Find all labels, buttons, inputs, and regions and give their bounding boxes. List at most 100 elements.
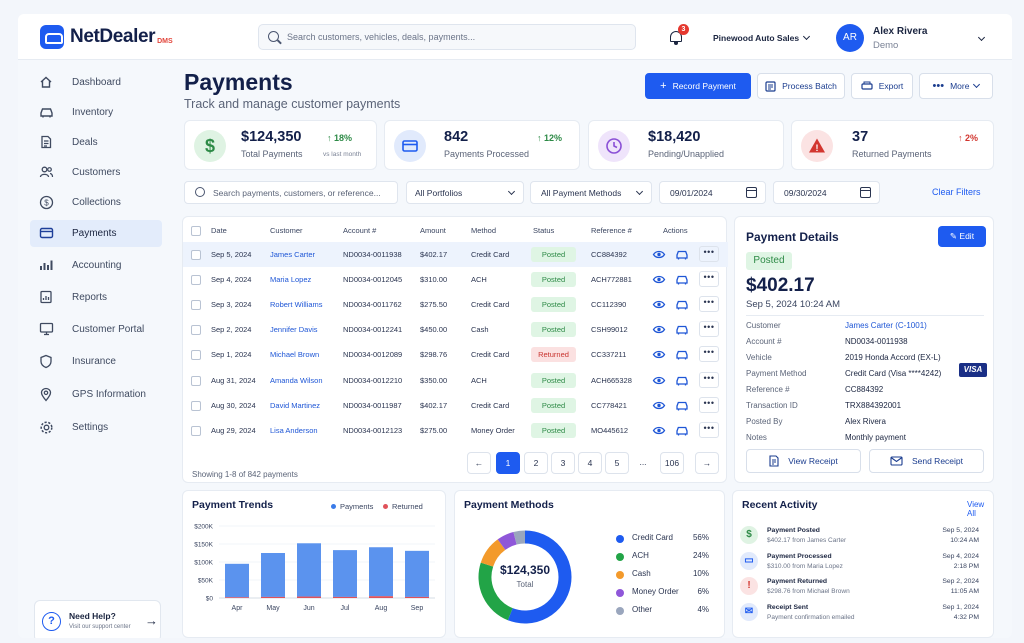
app-logo[interactable]: NetDealer DMS [40,25,173,49]
bar-payments[interactable] [225,563,249,598]
pagination-page-button[interactable]: 1 [496,452,520,474]
row-checkbox[interactable] [191,325,201,336]
sidebar-item-deals[interactable]: Deals [30,129,162,156]
row-more-actions-button[interactable]: ••• [699,346,719,363]
cell-customer[interactable]: Amanda Wilson [270,375,323,385]
column-header-amount[interactable]: Amount [420,226,446,235]
column-header-account[interactable]: Account # [343,226,377,235]
pagination-page-button[interactable]: 4 [578,452,602,474]
notifications-button[interactable]: 3 [669,24,689,45]
process-batch-button[interactable]: Process Batch [757,73,845,99]
row-checkbox[interactable] [191,300,201,311]
user-menu-toggle[interactable] [974,33,986,45]
sidebar-item-inventory[interactable]: Inventory [30,99,162,126]
pagination-page-button[interactable]: 2 [524,452,548,474]
clear-filters-link[interactable]: Clear Filters [932,187,981,197]
sidebar-item-reports[interactable]: Reports [30,284,162,311]
sidebar-item-accounting[interactable]: Accounting [30,252,162,279]
bar-returned[interactable] [405,596,429,598]
cell-customer[interactable]: Michael Brown [270,350,320,360]
edit-payment-button[interactable]: ✎ Edit [938,226,986,247]
row-checkbox[interactable] [191,275,201,286]
cell-customer[interactable]: Robert Williams [270,300,323,310]
sidebar-item-dashboard[interactable]: Dashboard [30,69,162,96]
row-more-actions-button[interactable]: ••• [699,396,719,413]
sidebar-item-insurance[interactable]: Insurance [30,348,162,375]
column-header-date[interactable]: Date [211,226,227,235]
send-receipt-button[interactable]: Send Receipt [869,449,984,473]
export-button[interactable]: Export [851,73,913,99]
row-more-actions-button[interactable]: ••• [699,296,719,313]
view-eye-icon[interactable] [652,399,666,412]
view-eye-icon[interactable] [652,248,666,261]
table-row[interactable]: Aug 31, 2024 Amanda Wilson ND0034-0012210 $… [183,368,728,393]
pagination-page-button[interactable]: 3 [551,452,575,474]
row-checkbox[interactable] [191,350,201,361]
sidebar-item-gps-information[interactable]: GPS Information [30,381,162,408]
row-checkbox[interactable] [191,250,201,260]
pagination-next-button[interactable]: → [695,452,719,474]
vehicle-car-icon[interactable] [675,248,689,261]
donut-slice[interactable] [507,530,572,624]
pagination-page-button[interactable]: 106 [660,452,684,474]
donut-slice[interactable] [480,539,506,568]
view-eye-icon[interactable] [652,298,666,311]
table-row[interactable]: Aug 30, 2024 David Martinez ND0034-0011987… [183,393,728,418]
view-all-activity-link[interactable]: View All [967,500,985,518]
row-more-actions-button[interactable]: ••• [699,371,719,388]
view-receipt-button[interactable]: View Receipt [746,449,861,473]
sidebar-item-customer-portal[interactable]: Customer Portal [30,316,162,343]
vehicle-car-icon[interactable] [675,323,689,336]
table-row[interactable]: Sep 3, 2024 Robert Williams ND0034-0011762… [183,292,728,317]
bar-returned[interactable] [261,596,285,598]
sidebar-item-payments[interactable]: Payments [30,220,162,247]
table-row[interactable]: Aug 29, 2024 Lisa Anderson ND0034-0012123 $… [183,418,728,443]
sidebar-item-customers[interactable]: Customers [30,159,162,186]
cell-customer[interactable]: Lisa Anderson [270,425,318,435]
sidebar-item-collections[interactable]: $ Collections [30,189,162,216]
row-more-actions-button[interactable]: ••• [699,321,719,338]
view-eye-icon[interactable] [652,374,666,387]
column-header-customer[interactable]: Customer [270,226,303,235]
vehicle-car-icon[interactable] [675,273,689,286]
view-eye-icon[interactable] [652,273,666,286]
cell-customer[interactable]: Maria Lopez [270,275,312,285]
cell-customer[interactable]: David Martinez [270,400,321,410]
record-payment-button[interactable]: + Record Payment [645,73,751,99]
vehicle-car-icon[interactable] [675,298,689,311]
cell-customer[interactable]: Jennifer Davis [270,325,318,335]
column-header-status[interactable]: Status [533,226,555,235]
donut-slice[interactable] [497,531,517,551]
bar-payments[interactable] [333,550,357,597]
cell-customer[interactable]: James Carter [270,250,316,259]
vehicle-car-icon[interactable] [675,424,689,437]
view-eye-icon[interactable] [652,348,666,361]
date-from-field[interactable]: 09/01/2024 [659,181,766,204]
view-eye-icon[interactable] [652,323,666,336]
view-eye-icon[interactable] [652,424,666,437]
payment-method-select[interactable]: All Payment Methods [530,181,652,204]
bar-payments[interactable] [369,547,393,597]
bar-returned[interactable] [369,596,393,598]
vehicle-car-icon[interactable] [675,399,689,412]
global-search-input[interactable] [287,32,607,42]
help-card[interactable]: ? Need Help? Visit our support center → [34,600,161,638]
table-row[interactable]: Sep 2, 2024 Jennifer Davis ND0034-0012241 $… [183,317,728,342]
row-more-actions-button[interactable]: ••• [699,271,719,288]
table-row[interactable]: Sep 5, 2024 James Carter ND0034-0011938 $40… [183,242,728,267]
more-actions-button[interactable]: ••• More [919,73,993,99]
row-checkbox[interactable] [191,400,201,411]
vehicle-car-icon[interactable] [675,348,689,361]
dealer-selector[interactable]: Pinewood Auto Sales [713,32,811,43]
bar-payments[interactable] [405,550,429,597]
row-more-actions-button[interactable]: ••• [699,246,719,262]
bar-returned[interactable] [225,597,249,598]
bar-payments[interactable] [297,543,321,597]
row-more-actions-button[interactable]: ••• [699,421,719,438]
sidebar-item-settings[interactable]: Settings [30,414,162,441]
date-to-field[interactable]: 09/30/2024 [773,181,880,204]
pagination-page-button[interactable]: 5 [605,452,629,474]
column-header-method[interactable]: Method [471,226,497,235]
row-checkbox[interactable] [191,425,201,436]
donut-slice[interactable] [478,562,513,621]
